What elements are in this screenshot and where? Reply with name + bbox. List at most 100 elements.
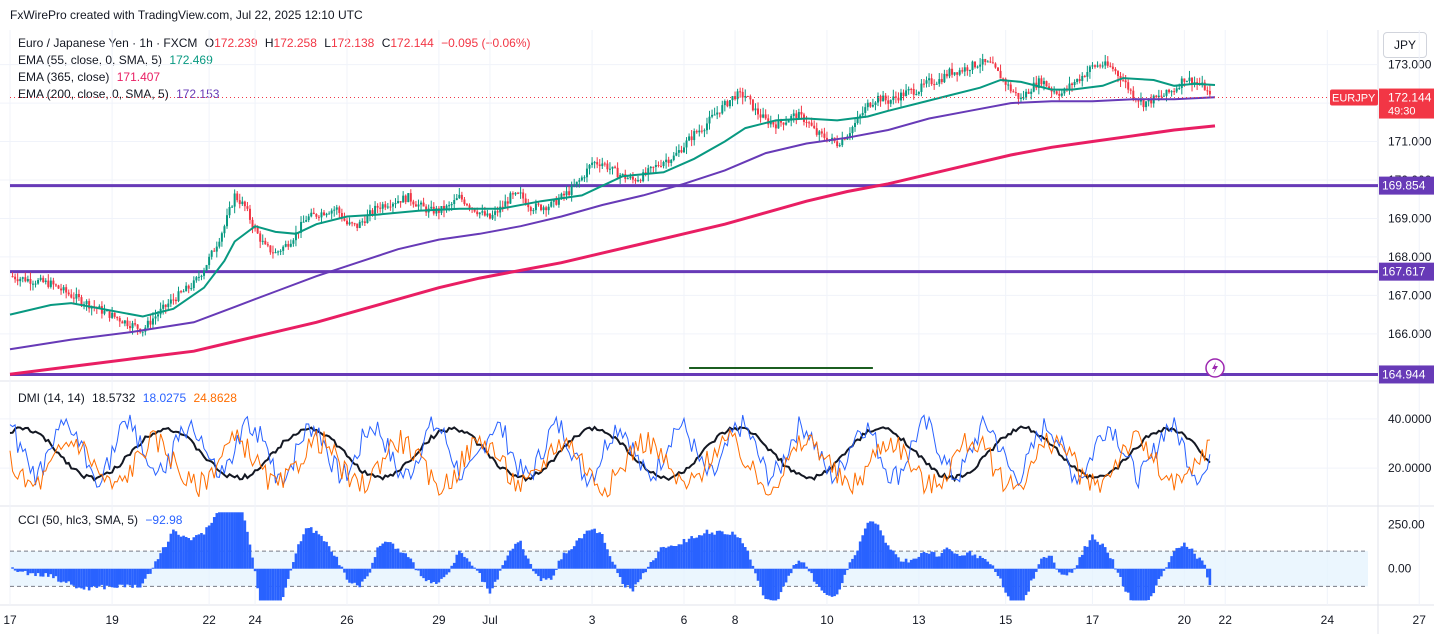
cci-bar	[1193, 553, 1196, 569]
cci-bar	[600, 533, 604, 569]
candle-body	[1050, 88, 1053, 92]
cci-legend[interactable]: CCI (50, hlc3, SMA, 5) −92.98	[18, 513, 186, 527]
candle-body	[1014, 92, 1017, 94]
cci-bar	[358, 568, 362, 588]
symbol-legend[interactable]: Euro / Japanese Yen · 1h · FXCM O172.239…	[18, 36, 535, 50]
candle-body	[141, 331, 144, 333]
candle-body	[693, 131, 696, 141]
candle-body	[902, 92, 905, 97]
cci-bar	[164, 547, 168, 569]
candle-body	[818, 131, 821, 135]
cci-bar	[440, 568, 443, 579]
cci-bar	[445, 568, 448, 575]
candle-body	[984, 59, 987, 63]
candle-body	[358, 221, 361, 228]
cci-bar	[115, 568, 119, 588]
cci-bar	[1116, 568, 1120, 573]
cci-bar	[1073, 568, 1076, 570]
cci-bar	[1103, 547, 1107, 569]
candle-body	[991, 62, 994, 64]
price-tick-label: 169.000	[1388, 211, 1432, 225]
cci-bar	[1126, 568, 1130, 593]
candle-body	[933, 84, 936, 86]
cci-bar	[1206, 568, 1209, 578]
cci-bar	[404, 553, 408, 569]
cci-bar	[361, 568, 364, 582]
cci-bar	[981, 557, 984, 569]
cci-bar	[381, 543, 385, 569]
cci-bar	[810, 568, 813, 574]
cci-bar	[631, 568, 635, 592]
cci-bar	[371, 562, 374, 569]
candle-body	[54, 284, 57, 286]
cci-bar	[1172, 551, 1176, 569]
ema55-label: EMA (55, close, 0, SMA, 5)	[18, 53, 163, 67]
candle-body	[797, 111, 800, 118]
candle-body	[611, 166, 614, 169]
candle-body	[67, 292, 70, 295]
cci-bar	[950, 551, 954, 569]
cci-bar	[307, 528, 310, 569]
candle-body	[340, 212, 343, 219]
cci-bar	[503, 560, 507, 569]
candle-body	[1048, 86, 1051, 89]
dmi-label: DMI (14, 14)	[18, 391, 85, 405]
cci-bar	[838, 568, 842, 590]
currency-button[interactable]: JPY	[1383, 32, 1427, 58]
candle-body	[667, 159, 670, 164]
time-tick-label: 24	[1321, 613, 1335, 627]
cci-bar	[34, 568, 37, 577]
cci-bar	[1009, 568, 1013, 601]
cci-bar	[915, 558, 918, 569]
time-tick-label: 27	[1413, 613, 1427, 627]
candle-body	[266, 244, 269, 246]
cci-bar	[713, 534, 716, 569]
dmi-plus-value: 18.0275	[142, 391, 187, 405]
candle-body	[1086, 72, 1089, 77]
cci-bar	[1045, 557, 1048, 569]
cci-bar	[1121, 568, 1125, 587]
candle-body	[685, 140, 688, 148]
ema365-legend[interactable]: EMA (365, close) 171.407	[18, 70, 164, 84]
cci-bar	[769, 568, 773, 601]
cci-bar	[1137, 568, 1140, 601]
candle-body	[29, 279, 32, 284]
candle-body	[277, 251, 280, 253]
cci-bar	[424, 568, 428, 582]
cci-bar	[904, 558, 908, 569]
alert-icon	[1205, 358, 1225, 378]
cci-bar	[366, 568, 369, 577]
cci-bar	[179, 536, 183, 569]
candle-body	[399, 201, 402, 203]
candle-body	[1155, 95, 1158, 98]
candle-body	[930, 78, 933, 85]
cci-bar	[348, 568, 351, 583]
ema55-legend[interactable]: EMA (55, close, 0, SMA, 5) 172.469	[18, 53, 217, 67]
candle-body	[246, 206, 249, 209]
ema200-legend[interactable]: EMA (200, close, 0, SMA, 5) 172.153	[18, 87, 223, 101]
dmi-legend[interactable]: DMI (14, 14) 18.5732 18.0275 24.8628	[18, 391, 241, 405]
cci-bar	[519, 540, 522, 569]
candle-body	[317, 216, 320, 218]
candle-body	[1160, 95, 1163, 97]
candle-body	[414, 204, 417, 207]
candle-body	[892, 96, 895, 101]
candle-body	[593, 162, 596, 164]
cci-bar	[884, 542, 887, 569]
cci-bar	[473, 567, 476, 569]
candle-body	[351, 222, 354, 224]
cci-bar	[616, 568, 619, 574]
cci-bar	[820, 568, 824, 591]
candle-body	[312, 212, 315, 215]
candle-body	[716, 112, 719, 115]
candle-body	[151, 318, 154, 325]
candle-body	[815, 128, 818, 135]
cci-label: CCI (50, hlc3, SMA, 5)	[18, 513, 139, 527]
candle-body	[430, 206, 433, 209]
candle-body	[922, 83, 925, 85]
cci-bar	[761, 568, 765, 596]
cci-bar	[869, 521, 872, 569]
candle-body	[389, 206, 392, 208]
cci-bar	[1052, 562, 1056, 569]
cci-bar	[85, 568, 88, 587]
